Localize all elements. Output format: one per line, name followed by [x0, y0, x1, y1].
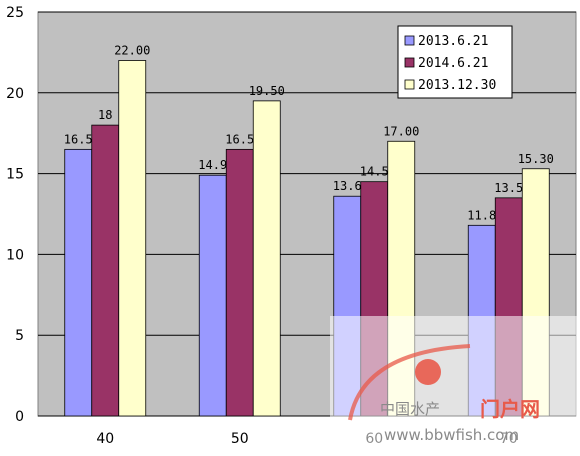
bar	[64, 148, 93, 417]
y-tick-label: 5	[15, 328, 24, 344]
watermark-logo-dot	[415, 359, 441, 385]
data-label: 22.00	[114, 43, 150, 57]
data-label: 18	[98, 108, 112, 122]
legend-swatch-3	[404, 79, 415, 90]
legend-label-3: 2013.12.30	[418, 78, 496, 93]
bar	[118, 60, 147, 417]
watermark-text-brand: 门户网	[480, 397, 540, 421]
bar	[225, 148, 254, 417]
legend: 2013.6.21 2014.6.21 2013.12.30	[397, 25, 513, 99]
bar	[198, 174, 227, 417]
data-label: 15.30	[518, 152, 554, 166]
x-tick-label: 50	[231, 431, 249, 447]
y-axis-tick-labels: 0 5 10 15 20 25	[6, 5, 24, 425]
data-label: 17.00	[383, 124, 419, 138]
data-label: 19.50	[249, 84, 285, 98]
data-label: 14.9	[198, 158, 227, 172]
legend-box	[397, 25, 513, 99]
legend-swatch-1	[404, 35, 415, 46]
watermark: 中国水产 门户网 www.bbwfish.com	[330, 316, 578, 454]
legend-swatch-2	[404, 57, 415, 68]
watermark-text-cn: 中国水产	[380, 400, 440, 418]
y-tick-label: 15	[6, 167, 24, 183]
legend-label-1: 2013.6.21	[418, 34, 488, 49]
x-tick-label: 40	[96, 431, 114, 447]
data-label: 16.5	[225, 132, 254, 146]
data-label: 14.5	[360, 165, 389, 179]
data-label: 13.5	[494, 181, 523, 195]
bar	[91, 124, 120, 417]
data-labels: 16.5 18 22.00 14.9 16.5 19.50 13.614.5 17.00 11.…	[64, 43, 554, 222]
legend-label-2: 2014.6.21	[418, 56, 488, 71]
bar	[252, 100, 281, 417]
y-tick-label: 10	[6, 247, 24, 263]
data-label: 13.6	[333, 179, 362, 193]
data-label: 11.8	[467, 208, 496, 222]
data-label: 16.5	[64, 132, 93, 146]
watermark-panel	[330, 316, 578, 454]
y-tick-label: 20	[6, 86, 24, 102]
y-tick-label: 25	[6, 5, 24, 21]
y-tick-label: 0	[15, 409, 24, 425]
watermark-url: www.bbwfish.com	[384, 426, 519, 444]
watermark-logo-swoosh	[348, 344, 471, 421]
